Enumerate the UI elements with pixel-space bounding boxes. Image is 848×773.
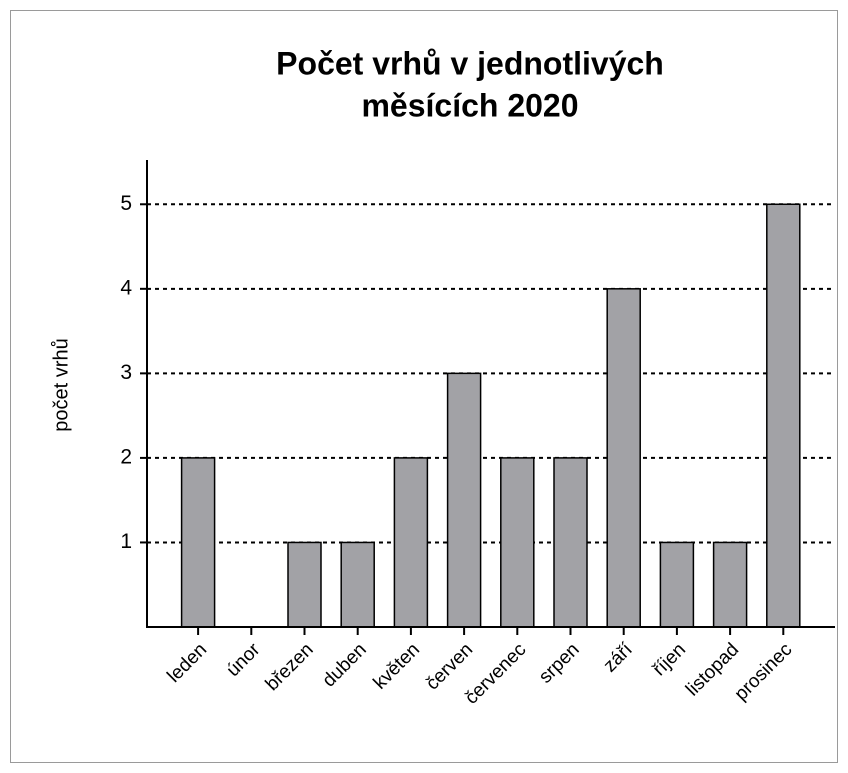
y-tick-label: 2 <box>120 445 132 468</box>
chart-title: měsících 2020 <box>361 87 578 123</box>
chart-title: Počet vrhů v jednotlivých <box>276 45 664 81</box>
y-axis-label: počet vrhů <box>50 338 72 431</box>
bar <box>393 457 429 628</box>
bar <box>340 541 375 628</box>
bar <box>766 203 801 628</box>
bar <box>287 541 322 628</box>
y-tick-label: 4 <box>120 276 132 299</box>
y-tick-label: 5 <box>120 192 132 215</box>
bar <box>659 541 695 628</box>
bar <box>553 457 588 628</box>
y-tick-label: 3 <box>120 361 132 384</box>
bar <box>712 541 748 628</box>
bar <box>606 288 641 628</box>
bar <box>180 457 216 628</box>
bar <box>446 372 482 628</box>
bar <box>500 457 535 628</box>
y-tick-label: 1 <box>120 530 132 553</box>
frame <box>10 10 838 763</box>
